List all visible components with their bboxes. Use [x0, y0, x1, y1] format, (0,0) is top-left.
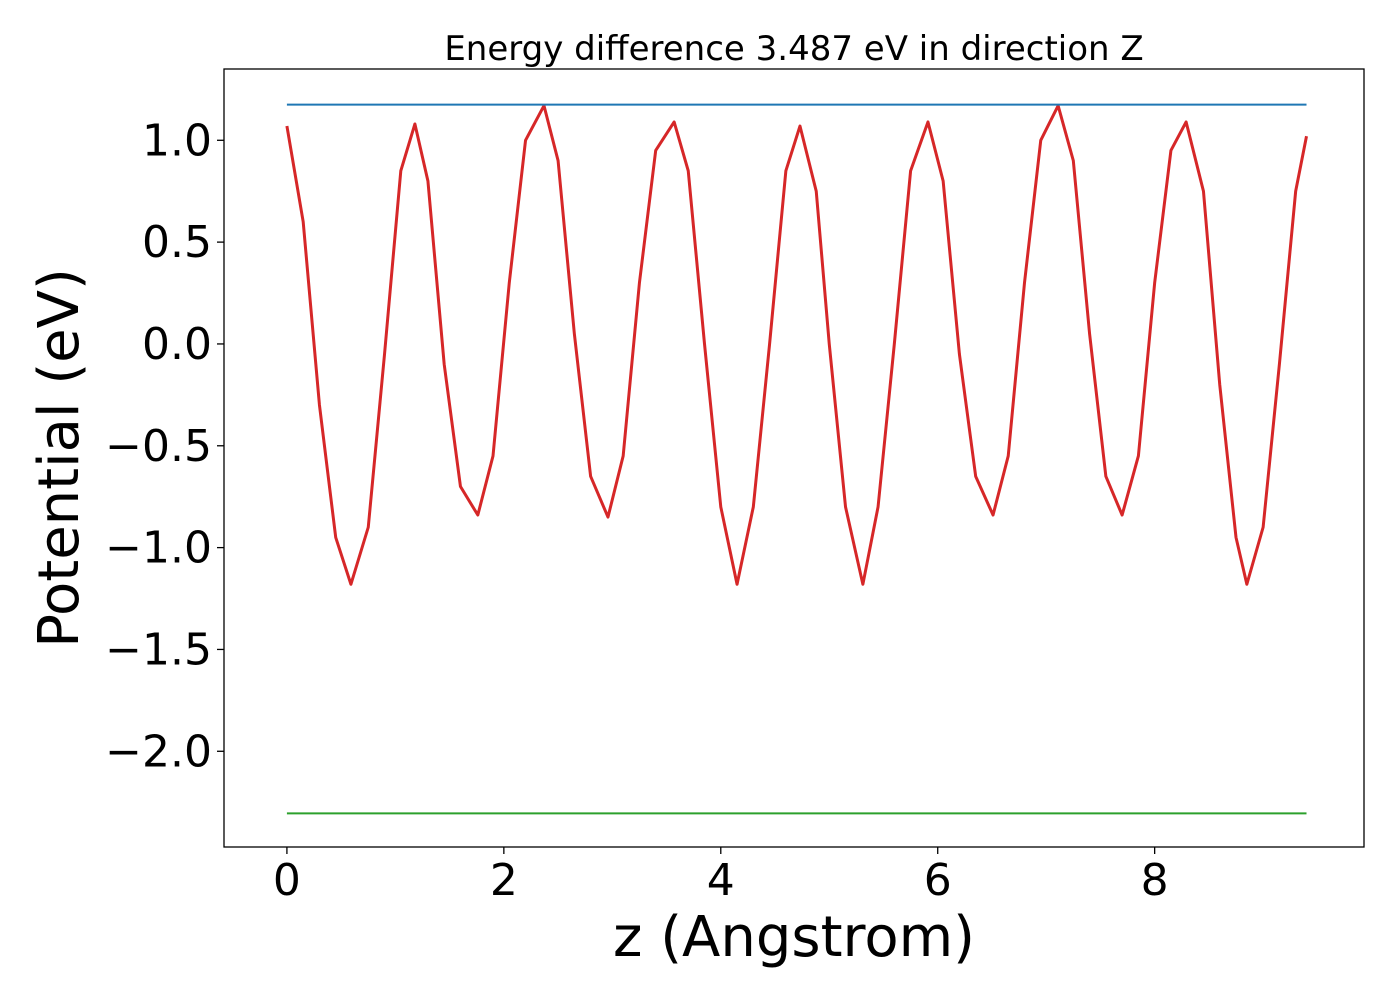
series-line-1: [285, 104, 1308, 586]
x-axis: 0 2 4 6 8: [273, 847, 1169, 906]
y-tick-label: −1.0: [105, 523, 212, 574]
y-tick-label: 1.0: [142, 115, 212, 166]
plot-frame: [223, 68, 1365, 848]
y-tick-label: 0.5: [142, 217, 212, 268]
x-tick-label: 4: [707, 855, 735, 906]
y-tick-label: −0.5: [105, 421, 212, 472]
plot-series: [285, 103, 1308, 815]
y-tick-label: −1.5: [105, 624, 212, 675]
x-tick-label: 2: [490, 855, 518, 906]
y-tick-label: 0.0: [142, 319, 212, 370]
y-axis-title: Potential (eV): [27, 268, 92, 648]
x-tick-label: 8: [1141, 855, 1169, 906]
x-tick-label: 0: [273, 855, 301, 906]
x-tick-label: 6: [924, 855, 952, 906]
x-axis-title: z (Angstrom): [613, 905, 975, 970]
y-axis: 1.0 0.5 0.0 −0.5 −1.0 −1.5 −2.0: [105, 115, 224, 777]
chart-title: Energy difference 3.487 eV in direction …: [444, 29, 1143, 69]
y-tick-label: −2.0: [105, 726, 212, 777]
